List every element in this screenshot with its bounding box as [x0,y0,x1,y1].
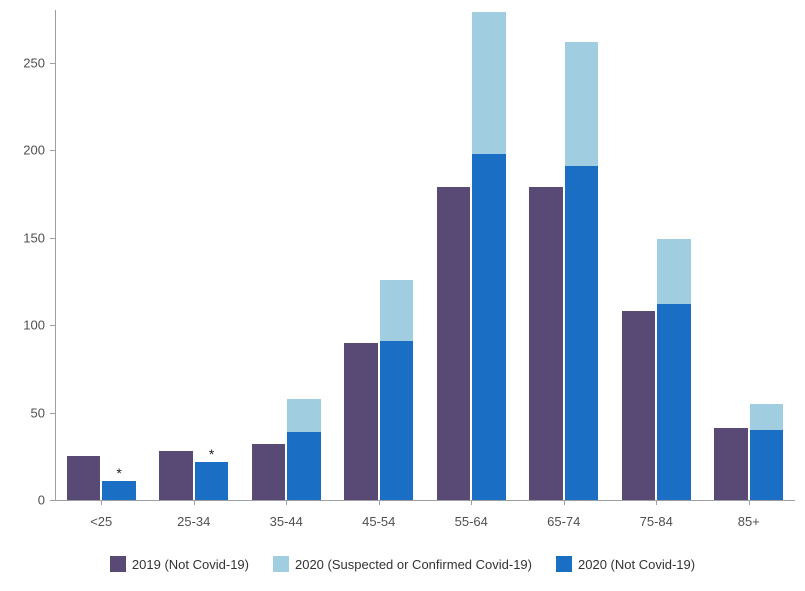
bar-2020-covid-segment [287,399,321,432]
legend-item: 2020 (Not Covid-19) [556,556,695,572]
bar-2020-stack [750,404,784,500]
y-tick-label: 100 [5,318,45,333]
bar-2020-stack [565,42,599,501]
y-tick-label: 250 [5,55,45,70]
bar-2020-notcovid-segment [287,432,321,500]
bar-2020-notcovid-segment [657,304,691,500]
x-tick-mark [471,500,472,505]
bar-2020-notcovid-segment [195,462,229,501]
bar-2020-stack [195,462,229,501]
bar-2020-notcovid-segment [472,154,506,501]
y-tick-mark [50,63,55,64]
legend-swatch [273,556,289,572]
legend-item: 2019 (Not Covid-19) [110,556,249,572]
bar-2019 [437,187,471,500]
y-tick-mark [50,238,55,239]
bar-2020-stack [380,280,414,501]
x-tick-mark [194,500,195,505]
bar-2020-notcovid-segment [380,341,414,500]
bar-2020-covid-segment [380,280,414,341]
bar-2019 [714,428,748,500]
x-tick-label: 45-54 [362,514,395,529]
x-tick-label: 25-34 [177,514,210,529]
legend-item: 2020 (Suspected or Confirmed Covid-19) [273,556,532,572]
bar-2020-stack [472,12,506,500]
y-tick-mark [50,413,55,414]
y-axis-line [55,10,56,500]
bar-2020-stack [287,399,321,501]
asterisk-marker: * [209,446,214,462]
bar-2020-stack [102,481,136,500]
x-axis-line [55,500,795,501]
x-tick-mark [656,500,657,505]
legend-label: 2020 (Not Covid-19) [578,557,695,572]
y-tick-mark [50,325,55,326]
x-tick-mark [749,500,750,505]
y-tick-label: 200 [5,143,45,158]
bar-2019 [67,456,101,500]
y-tick-mark [50,500,55,501]
legend: 2019 (Not Covid-19) 2020 (Suspected or Co… [0,556,805,572]
x-tick-label: 75-84 [640,514,673,529]
bar-2020-covid-segment [657,239,691,304]
x-tick-mark [101,500,102,505]
bar-2019 [159,451,193,500]
x-tick-mark [286,500,287,505]
x-tick-label: 35-44 [270,514,303,529]
asterisk-marker: * [116,465,121,481]
bar-2020-stack [657,239,691,500]
bar-2020-covid-segment [750,404,784,430]
bar-2020-notcovid-segment [565,166,599,500]
bar-2020-notcovid-segment [102,481,136,500]
bar-2019 [252,444,286,500]
legend-swatch [556,556,572,572]
x-tick-label: 65-74 [547,514,580,529]
legend-label: 2019 (Not Covid-19) [132,557,249,572]
bar-2020-covid-segment [472,12,506,154]
y-tick-label: 0 [5,493,45,508]
x-tick-label: 85+ [738,514,760,529]
x-tick-mark [379,500,380,505]
legend-label: 2020 (Suspected or Confirmed Covid-19) [295,557,532,572]
y-tick-label: 50 [5,405,45,420]
bar-2019 [529,187,563,500]
y-tick-mark [50,150,55,151]
bar-2019 [344,343,378,501]
bar-2020-notcovid-segment [750,430,784,500]
x-tick-label: 55-64 [455,514,488,529]
legend-swatch [110,556,126,572]
bar-2019 [622,311,656,500]
chart-container: 0 50 100 150 200 250 <25 25-34 35-44 45-54 55-64 6… [0,0,805,591]
x-tick-label: <25 [90,514,112,529]
y-tick-label: 150 [5,230,45,245]
bar-2020-covid-segment [565,42,599,166]
x-tick-mark [564,500,565,505]
